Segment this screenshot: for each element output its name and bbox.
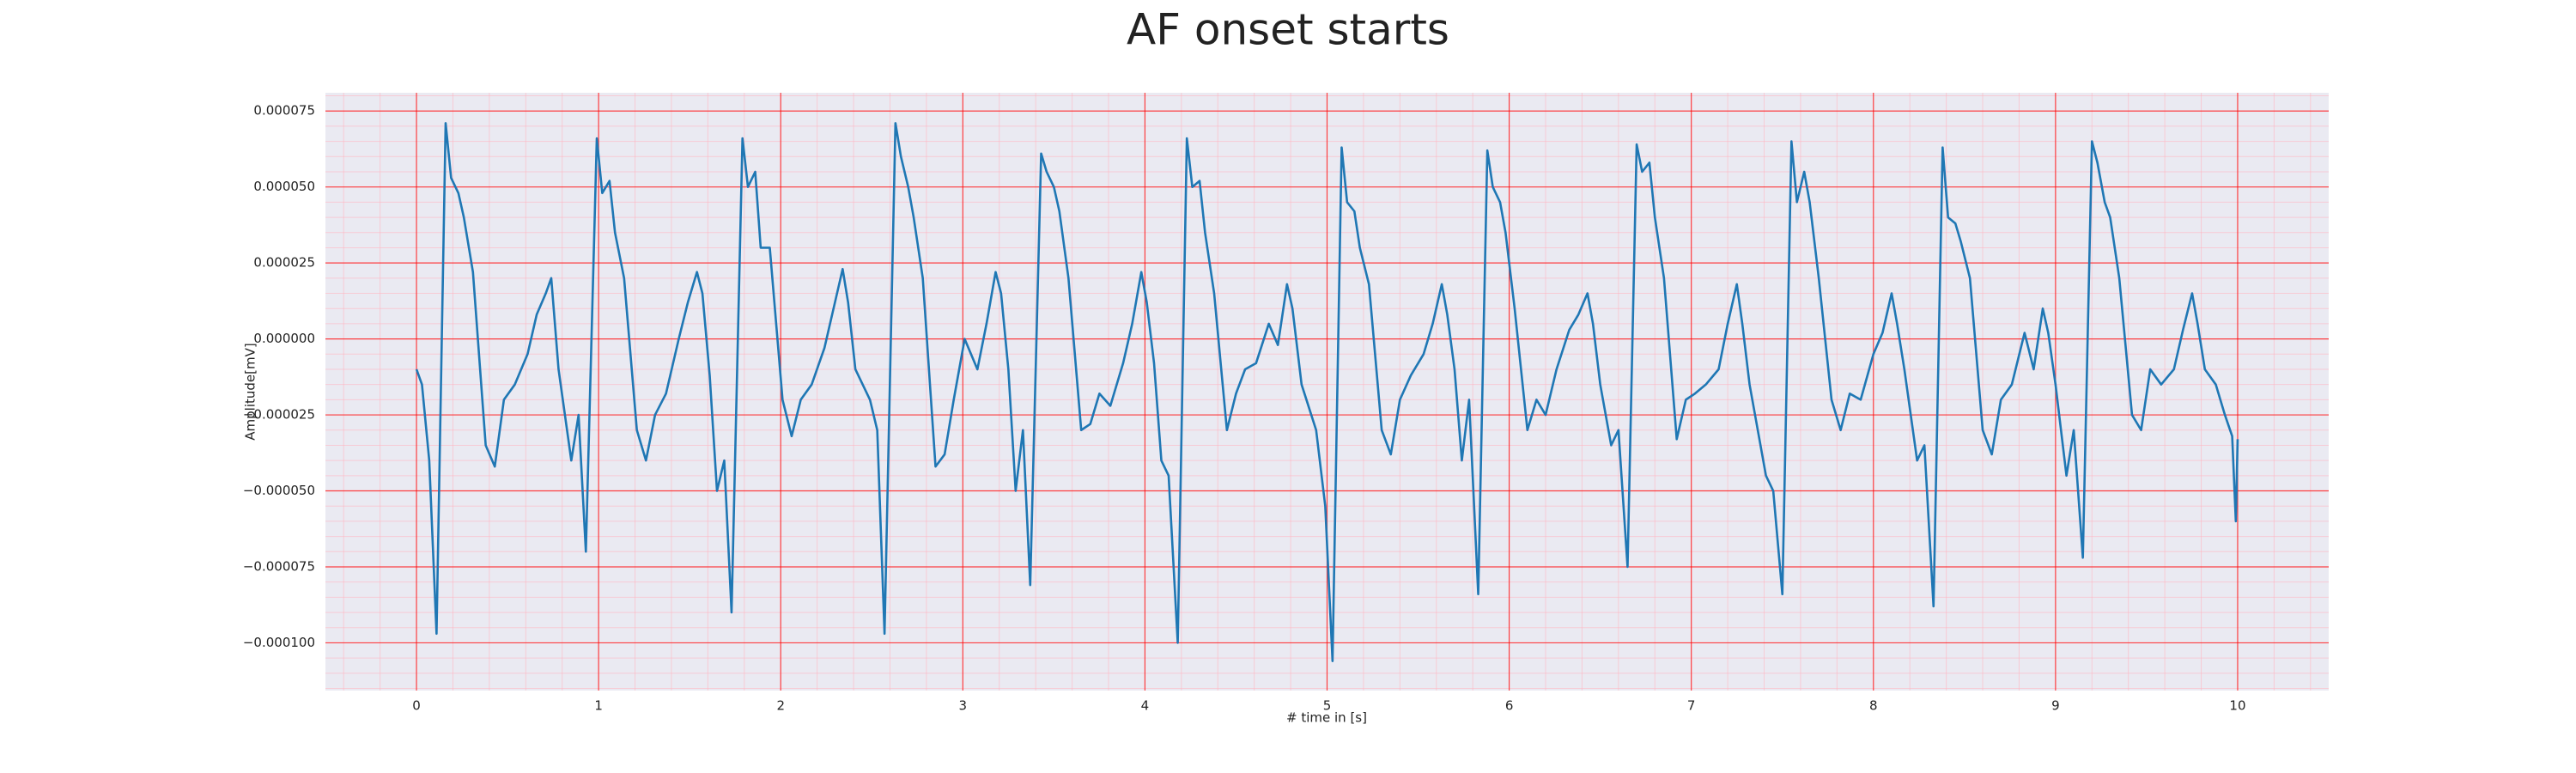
y-tick-label: −0.000050	[243, 483, 315, 498]
x-tick-label: 7	[1687, 698, 1696, 714]
x-tick-label: 9	[2051, 698, 2060, 714]
y-tick-label: 0.000050	[253, 179, 315, 194]
x-tick-label: 3	[959, 698, 968, 714]
y-tick-label: 0.000025	[253, 255, 315, 271]
x-tick-label: 6	[1505, 698, 1514, 714]
x-tick-label: 0	[412, 698, 421, 714]
chart-title: AF onset starts	[1127, 5, 1449, 55]
x-tick-label: 10	[2229, 698, 2245, 714]
y-tick-label: −0.000100	[243, 635, 315, 650]
y-tick-label: 0.000075	[253, 103, 315, 119]
x-tick-label: 1	[594, 698, 603, 714]
y-tick-label: −0.000075	[243, 558, 315, 574]
signal-line	[415, 122, 2239, 662]
y-axis-label: Amplitude[mV]	[243, 343, 258, 440]
x-tick-label: 8	[1869, 698, 1878, 714]
x-axis-label: # time in [s]	[1286, 710, 1367, 726]
x-tick-label: 4	[1141, 698, 1150, 714]
y-tick-label: 0.000000	[253, 331, 315, 346]
y-tick-label: −0.000025	[243, 407, 315, 423]
x-tick-label: 5	[1323, 698, 1332, 714]
x-tick-label: 2	[776, 698, 785, 714]
